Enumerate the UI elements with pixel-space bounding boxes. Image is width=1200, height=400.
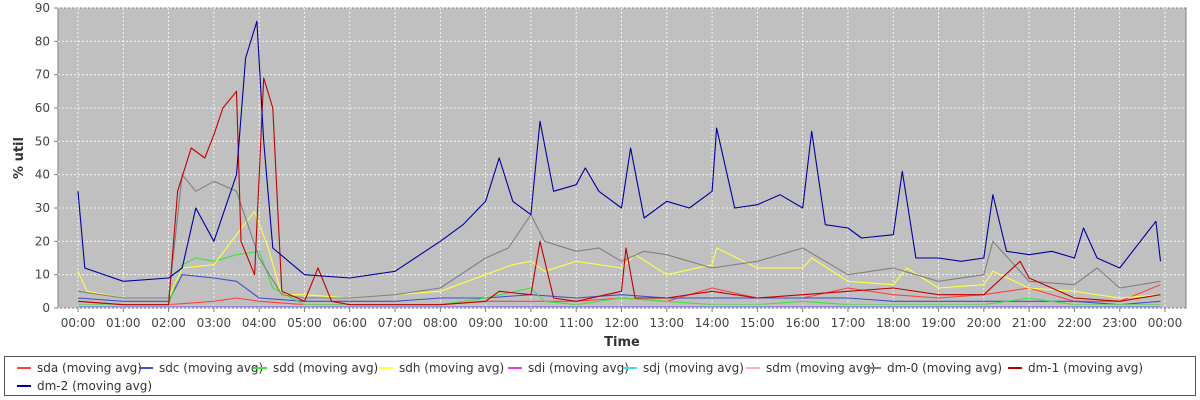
x-tick-label: 01:00 xyxy=(106,316,141,330)
legend-swatch xyxy=(867,367,881,369)
x-tick-label: 03:00 xyxy=(197,316,232,330)
line-chart: 0 10 20 30 40 50 60 70 80 90 00:00 01:00 02:00 03:00… xyxy=(12,1,1187,350)
y-tick-label: 80 xyxy=(35,34,50,48)
x-tick-label: 21:00 xyxy=(1012,316,1047,330)
x-tick-label: 11:00 xyxy=(559,316,594,330)
legend-item-dm-0: dm-0 (moving avg) xyxy=(867,360,1002,376)
legend-item-sdi: sdi (moving avg) xyxy=(508,360,629,376)
x-tick-label: 22:00 xyxy=(1057,316,1092,330)
legend-swatch xyxy=(746,367,760,369)
x-tick-label: 04:00 xyxy=(242,316,277,330)
series-line-sdh xyxy=(77,210,1161,299)
x-tick-label: 23:00 xyxy=(1102,316,1137,330)
plot-area xyxy=(57,7,1187,309)
x-tick-label: 05:00 xyxy=(287,316,322,330)
legend-item-sdj: sdj (moving avg) xyxy=(623,360,744,376)
legend-label: sdj (moving avg) xyxy=(643,361,744,375)
legend-swatch xyxy=(17,385,31,387)
y-tick-label: 10 xyxy=(35,268,50,282)
y-tick-label: 90 xyxy=(35,1,50,15)
y-tick-label: 60 xyxy=(35,101,50,115)
x-tick-label: 00:00 xyxy=(1148,316,1183,330)
series-line-sdc xyxy=(77,274,1161,306)
legend-item-sdc: sdc (moving avg) xyxy=(139,360,263,376)
x-tick-label: 14:00 xyxy=(695,316,730,330)
x-tick-label: 20:00 xyxy=(967,316,1002,330)
x-tick-label: 17:00 xyxy=(831,316,866,330)
x-tick-label: 06:00 xyxy=(332,316,367,330)
legend-item-sda: sda (moving avg) xyxy=(17,360,142,376)
x-tick-label: 10:00 xyxy=(514,316,549,330)
y-axis: 0 10 20 30 40 50 60 70 80 90 xyxy=(35,1,58,315)
legend: sda (moving avg) sdc (moving avg) sdd (mov… xyxy=(4,356,1196,396)
legend-swatch xyxy=(1008,367,1022,369)
x-tick-label: 12:00 xyxy=(604,316,639,330)
legend-item-sdd: sdd (moving avg) xyxy=(253,360,378,376)
grid-lines xyxy=(58,7,1186,309)
series-line-dm-1 xyxy=(77,77,1161,306)
y-tick-label: 0 xyxy=(42,301,50,315)
legend-label: sda (moving avg) xyxy=(37,361,142,375)
y-tick-label: 30 xyxy=(35,201,50,215)
series-line-dm-0 xyxy=(77,174,1161,299)
legend-item-dm-1: dm-1 (moving avg) xyxy=(1008,360,1143,376)
y-tick-label: 40 xyxy=(35,168,50,182)
y-tick-label: 70 xyxy=(35,68,50,82)
x-tick-label: 16:00 xyxy=(785,316,820,330)
y-tick-label: 50 xyxy=(35,134,50,148)
legend-item-sdh: sdh (moving avg) xyxy=(379,360,504,376)
legend-label: sdd (moving avg) xyxy=(273,361,379,375)
legend-swatch xyxy=(17,367,31,369)
x-tick-label: 19:00 xyxy=(921,316,956,330)
y-axis-label: % util xyxy=(12,137,27,179)
legend-label: sdi (moving avg) xyxy=(528,361,629,375)
x-tick-label: 15:00 xyxy=(740,316,775,330)
legend-label: dm-2 (moving avg) xyxy=(37,379,153,393)
legend-label: sdm (moving avg) xyxy=(766,361,876,375)
legend-swatch xyxy=(623,367,637,369)
legend-item-dm-2: dm-2 (moving avg) xyxy=(17,378,152,394)
legend-swatch xyxy=(253,367,267,369)
legend-label: sdc (moving avg) xyxy=(159,361,264,375)
series-line-dm-2 xyxy=(77,20,1162,282)
x-axis-label: Time xyxy=(604,335,640,350)
legend-label: dm-0 (moving avg) xyxy=(887,361,1003,375)
x-tick-label: 18:00 xyxy=(876,316,911,330)
series-layer xyxy=(77,20,1162,308)
x-tick-label: 13:00 xyxy=(649,316,684,330)
y-tick-label: 20 xyxy=(35,234,50,248)
legend-swatch xyxy=(379,367,393,369)
legend-swatch xyxy=(508,367,522,369)
legend-item-sdm: sdm (moving avg) xyxy=(746,360,875,376)
x-tick-label: 08:00 xyxy=(423,316,458,330)
legend-label: sdh (moving avg) xyxy=(399,361,505,375)
x-axis: 00:00 01:00 02:00 03:00 04:00 05:00 06:00 07:00… xyxy=(61,308,1183,330)
series-line-sdd xyxy=(78,250,1161,306)
x-tick-label: 07:00 xyxy=(378,316,413,330)
x-tick-label: 00:00 xyxy=(61,316,96,330)
x-tick-label: 02:00 xyxy=(151,316,186,330)
legend-swatch xyxy=(139,367,153,369)
legend-label: dm-1 (moving avg) xyxy=(1028,361,1144,375)
x-tick-label: 09:00 xyxy=(468,316,503,330)
